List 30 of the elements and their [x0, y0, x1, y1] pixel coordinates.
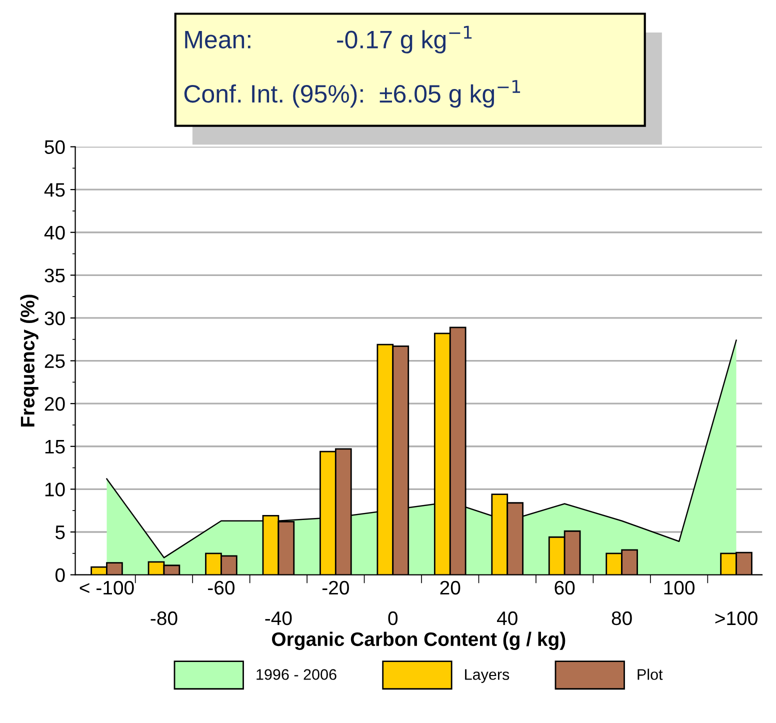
x-tick-label: 40 [496, 611, 518, 626]
x-tick-label: < -100 [80, 580, 134, 595]
y-tick-label: 35 [44, 268, 65, 282]
x-tick-label: 100 [664, 580, 695, 595]
y-tick-label: 25 [44, 354, 65, 368]
x-tick-label: >100 [715, 611, 758, 626]
text: Mean: -0.17 g kg$^{−1}$ [185, 26, 472, 54]
y-tick-label: 30 [44, 311, 65, 326]
x-tick-label: -60 [208, 580, 234, 595]
y-tick-label: 50 [44, 140, 65, 154]
x-tick-label: 0 [388, 611, 398, 626]
y-tick-label: 0 [55, 568, 65, 582]
legend-label: 1996 - 2006 [256, 669, 336, 680]
legend-label: Layers [465, 669, 510, 683]
x-tick-label: -20 [322, 580, 349, 595]
y-axis-title: Frequency (%) [20, 294, 38, 426]
y-tick-label: 5 [56, 526, 65, 540]
x-tick-label: 60 [554, 580, 575, 595]
x-tick-label: -40 [265, 611, 292, 626]
text: Conf. Int. (95%): ±6.05 g kg$^{−1}$ [184, 80, 520, 108]
y-tick-label: 20 [44, 397, 65, 411]
x-axis-title: Organic Carbon Content (g / kg) [272, 632, 566, 650]
y-tick-label: 10 [45, 482, 65, 496]
legend-label: Plot [638, 668, 663, 680]
y-tick-label: 15 [45, 440, 65, 454]
x-tick-label: 80 [612, 611, 632, 626]
x-tick-label: -80 [150, 611, 178, 626]
x-tick-label: 20 [440, 580, 460, 595]
y-tick-label: 40 [44, 226, 65, 240]
y-tick-label: 45 [44, 183, 65, 197]
